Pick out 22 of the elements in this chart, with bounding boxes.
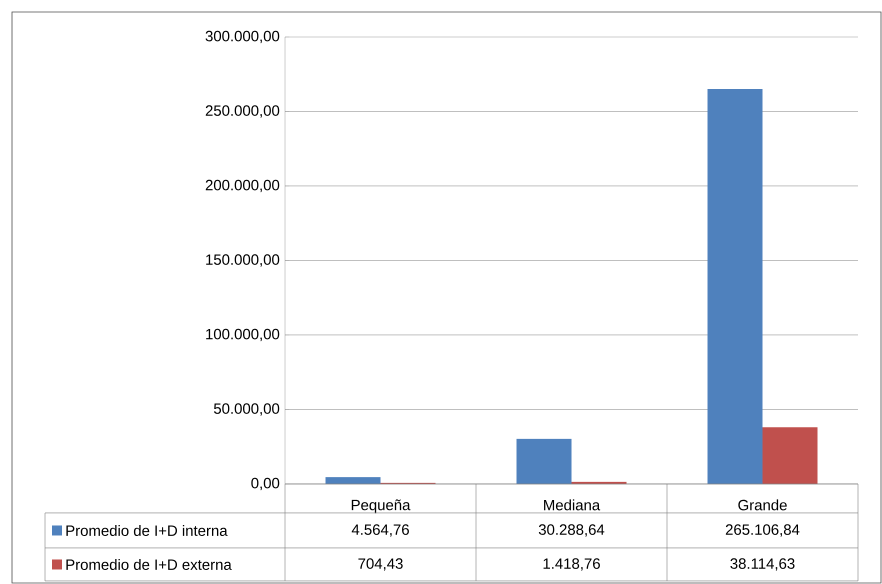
data-label: 1.418,76 [544, 558, 600, 571]
y-tick-label: 100.000,00 [206, 328, 280, 342]
data-label: 265.106,84 [726, 524, 800, 537]
bar [516, 438, 572, 484]
x-tick-label: Grande [738, 499, 787, 510]
data-label: 4.564,76 [352, 524, 409, 537]
data-label: 30.288,64 [538, 524, 604, 537]
y-tick-label: 150.000,00 [206, 254, 280, 267]
bar [708, 88, 763, 484]
y-tick-label: 50.000,00 [214, 403, 280, 416]
bar [762, 427, 818, 484]
y-tick-label: 250.000,00 [206, 105, 280, 118]
x-tick-label: Mediana [544, 499, 600, 510]
data-label: 38.114,63 [730, 558, 795, 571]
legend-label: Promedio de I+D externa [66, 558, 232, 570]
y-tick-label: 200.000,00 [206, 180, 280, 192]
bar [326, 477, 381, 484]
x-tick-label: Pequeña [352, 499, 410, 514]
legend-label: Promedio de I+D interna [66, 525, 228, 536]
data-label: 704,43 [358, 558, 403, 571]
y-tick-label: 300.000,00 [206, 30, 280, 44]
y-tick-label: 0,00 [251, 478, 280, 490]
